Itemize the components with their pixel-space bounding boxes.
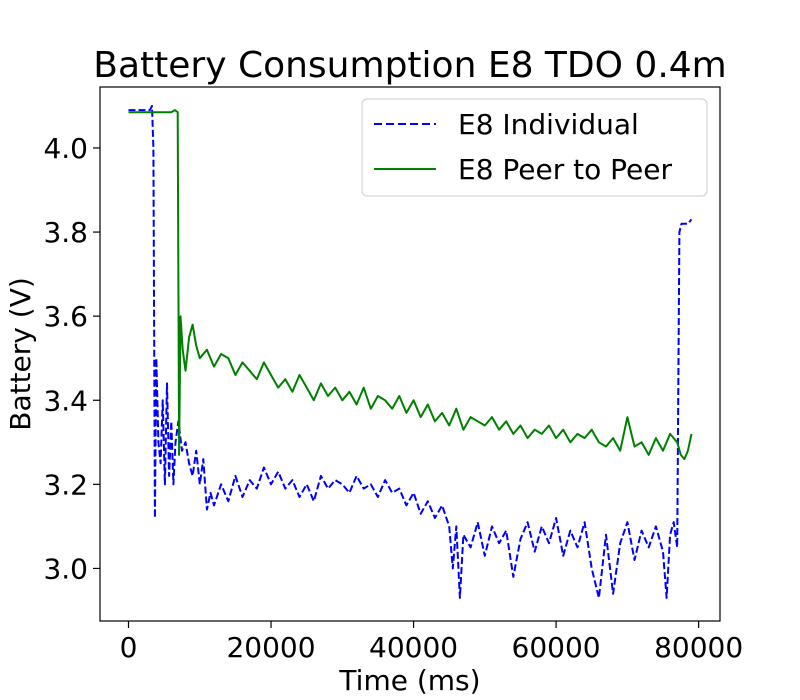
x-axis-label: Time (ms) — [338, 664, 480, 697]
series-line-individual — [128, 104, 693, 599]
legend: E8 Individual E8 Peer to Peer — [361, 98, 708, 197]
x-tick-label: 80000 — [654, 631, 743, 664]
legend-label-individual: E8 Individual — [458, 108, 639, 141]
legend-box — [361, 98, 708, 197]
series-line-peer-to-peer — [128, 109, 693, 461]
plot-frame — [99, 86, 721, 622]
y-tick-label: 4.0 — [43, 132, 88, 165]
chart-title: Battery Consumption E8 TDO 0.4m — [93, 45, 726, 86]
x-tick-label: 60000 — [512, 631, 601, 664]
legend-label-peer: E8 Peer to Peer — [458, 153, 673, 186]
y-tick-label: 3.4 — [43, 384, 88, 417]
x-tick-label: 20000 — [226, 631, 315, 664]
y-tick-label: 3.6 — [43, 300, 88, 333]
x-tick-label: 40000 — [369, 631, 458, 664]
y-tick-label: 3.8 — [43, 216, 88, 249]
y-tick-label: 3.2 — [43, 468, 88, 501]
y-axis-label: Battery (V) — [4, 277, 37, 431]
y-tick-label: 3.0 — [43, 552, 88, 585]
x-tick-label: 0 — [120, 631, 138, 664]
